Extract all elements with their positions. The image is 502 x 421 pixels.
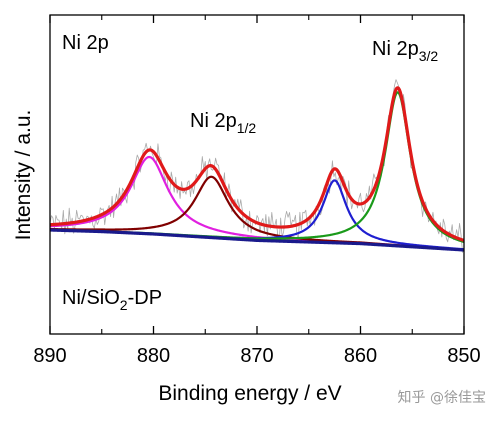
- fit-peak-p4: [49, 91, 465, 244]
- x-tick-label-850: 850: [447, 345, 480, 367]
- x-tick-label-880: 880: [137, 345, 170, 367]
- peak-label-2p1-2-sub: 1/2: [237, 120, 257, 136]
- peak-label-2p3-2-sub: 3/2: [419, 48, 439, 64]
- y-axis-title: Intensity / a.u.: [12, 110, 35, 241]
- peak-label-2p1-2: Ni 2p1/2: [190, 110, 256, 136]
- sample-label: Ni/SiO2-DP: [62, 287, 162, 313]
- peak-label-2p3-2: Ni 2p3/2: [372, 38, 438, 64]
- fit-peak-p1: [49, 155, 465, 251]
- x-tick-label-890: 890: [33, 345, 66, 367]
- sample-label-sub: 2: [120, 297, 128, 313]
- peak-label-2p1-2-main: Ni 2p: [190, 110, 237, 132]
- background-series: [49, 228, 465, 252]
- ticks-layer: 890 880 870 860 850: [33, 15, 481, 367]
- sample-label-prefix: Ni/SiO: [62, 287, 120, 309]
- x-axis-title: Binding energy / eV: [158, 382, 341, 405]
- fit-envelope: [49, 86, 465, 242]
- sample-label-suffix: -DP: [128, 287, 162, 309]
- x-tick-label-860: 860: [344, 345, 377, 367]
- x-tick-label-870: 870: [240, 345, 273, 367]
- watermark: 知乎 @徐佳宝: [398, 389, 486, 406]
- plot-layer: [49, 79, 465, 253]
- raw-data-series: [49, 79, 465, 253]
- panel-label: Ni 2p: [62, 32, 109, 54]
- peak-label-2p3-2-main: Ni 2p: [372, 38, 419, 60]
